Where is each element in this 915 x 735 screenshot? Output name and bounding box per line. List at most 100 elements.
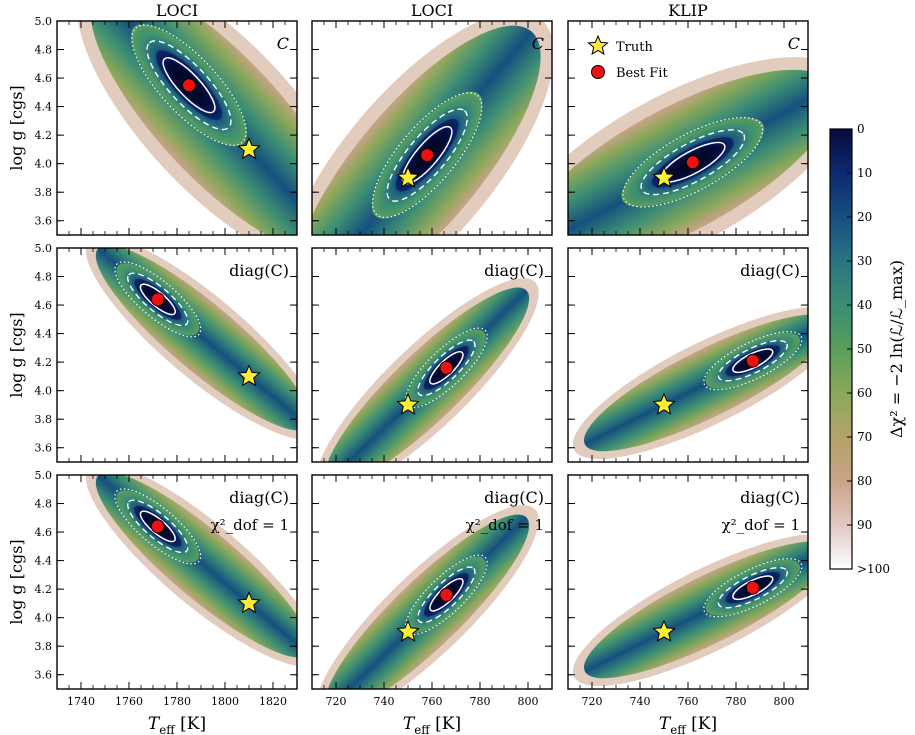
- panel-1-1: diag(C): [311, 247, 553, 463]
- x-tick-label: 760: [422, 695, 443, 708]
- contour-2sigma: [127, 272, 189, 327]
- x-axis: 1740 1760 1780 1800 1820: [56, 475, 298, 708]
- contour-3sigma: [131, 24, 247, 146]
- y-tick-label: 4.0: [35, 158, 53, 171]
- colorbar-tick-label: 70: [857, 430, 872, 444]
- y-axis: 3.6 3.8 4.0 4.2 4.4 4.6 4.8 5.0: [35, 469, 297, 682]
- colorbar-label: Δχ² = −2 ln(ℒ/ℒ_max): [887, 260, 906, 438]
- colorbar-tick-label: 40: [857, 298, 872, 312]
- y-tick-label: 4.2: [35, 356, 53, 369]
- truth-marker: [396, 619, 420, 642]
- legend-best-fit-label: Best Fit: [616, 66, 668, 81]
- x-axis: [56, 21, 298, 235]
- column-title: LOCI: [156, 1, 198, 20]
- legend-best-fit-dot: [591, 65, 605, 79]
- truth-marker: [237, 591, 261, 614]
- x-axis: [567, 21, 809, 235]
- x-axis: 720 740 760 780 800: [567, 475, 809, 708]
- x-tick-label: 720: [326, 695, 347, 708]
- contour-2sigma: [127, 499, 189, 554]
- colorbar-tick-label: 60: [857, 386, 872, 400]
- y-axis: 3.6 3.8 4.0 4.2 4.4 4.6 4.8 5.0: [35, 15, 297, 228]
- contour-2sigma: [417, 566, 476, 624]
- contour-3sigma: [703, 558, 803, 618]
- x-tick-label: 720: [582, 695, 603, 708]
- y-tick-label: 3.6: [35, 442, 53, 455]
- colorbar-tick-label: >100: [857, 562, 890, 576]
- truth-marker: [652, 619, 676, 642]
- y-tick-label: 4.8: [35, 44, 53, 57]
- y-tick-label: 4.8: [35, 271, 53, 284]
- panel-2-2: 720 740 760 780 800 Teff [K] diag(C) χ²_dof = 1: [567, 474, 809, 735]
- y-tick-label: 5.0: [35, 242, 53, 255]
- y-axis: [312, 20, 552, 222]
- y-tick-label: 4.0: [35, 385, 53, 398]
- x-axis: [56, 248, 298, 462]
- y-tick-label: 4.4: [35, 555, 53, 568]
- x-axis: [567, 248, 809, 462]
- panel-label: C: [277, 34, 289, 53]
- colorbar-tick-label: 0: [857, 122, 865, 136]
- y-tick-label: 4.4: [35, 101, 53, 114]
- panel-plot-area: [572, 306, 808, 459]
- legend-truth-star: [587, 34, 609, 56]
- column-title: KLIP: [668, 1, 708, 20]
- x-tick-label: 760: [678, 695, 699, 708]
- x-tick-label: 800: [774, 695, 795, 708]
- colorbar-tick-label: 10: [857, 166, 872, 180]
- band-fill: [95, 248, 297, 431]
- y-axis: [568, 20, 808, 222]
- x-tick-label: 780: [470, 695, 491, 708]
- panel-label-chi2: χ²_dof = 1: [722, 516, 800, 534]
- y-tick-label: 3.8: [35, 413, 53, 426]
- y-tick-label: 3.8: [35, 186, 53, 199]
- best-fit-marker: [150, 292, 165, 307]
- x-axis-label: Teff [K]: [659, 714, 717, 735]
- panel-label: C: [788, 34, 800, 53]
- band-fill: [95, 475, 297, 658]
- y-tick-label: 5.0: [35, 15, 53, 28]
- y-tick-label: 4.6: [35, 526, 53, 539]
- panel-plot-area: [568, 57, 808, 235]
- y-tick-label: 3.6: [35, 215, 53, 228]
- contour-3sigma: [114, 261, 202, 338]
- x-axis-label: Teff [K]: [403, 714, 461, 735]
- contour-2sigma: [146, 40, 232, 131]
- panel-label: diag(C): [740, 488, 800, 507]
- y-tick-label: 4.0: [35, 612, 53, 625]
- panels-layer: 3.6 3.8 4.0 4.2 4.4 4.6 4.8 5.0 log g [cgs] LOCI C…: [7, 1, 809, 735]
- truth-marker: [652, 165, 676, 188]
- colorbar-tick-label: 90: [857, 518, 872, 532]
- y-axis: [312, 474, 552, 676]
- y-tick-label: 4.2: [35, 583, 53, 596]
- y-axis-label: log g [cgs]: [7, 312, 26, 397]
- y-tick-label: 4.8: [35, 498, 53, 511]
- y-axis-label: log g [cgs]: [7, 539, 26, 624]
- contour-2sigma: [417, 339, 476, 397]
- colorbar-tick-label: 20: [857, 210, 872, 224]
- x-tick-label: 1800: [211, 695, 239, 708]
- legend: Truth Best Fit: [587, 34, 668, 81]
- contour-1sigma: [162, 57, 216, 114]
- y-axis: [312, 247, 552, 449]
- truth-marker: [396, 392, 420, 415]
- colorbar-tick-label: 50: [857, 342, 872, 356]
- y-tick-label: 3.6: [35, 669, 53, 682]
- panel-label: diag(C): [740, 261, 800, 280]
- contour-1sigma: [732, 575, 774, 601]
- x-tick-label: 740: [374, 695, 395, 708]
- best-fit-marker: [420, 148, 435, 163]
- y-axis: [568, 474, 808, 676]
- x-axis: 720 740 760 780 800: [311, 475, 553, 708]
- contour-1sigma: [732, 348, 774, 374]
- x-tick-label: 800: [518, 695, 539, 708]
- panel-label: C: [532, 34, 544, 53]
- column-title: LOCI: [411, 1, 453, 20]
- x-axis: [311, 21, 553, 235]
- x-tick-label: 1740: [67, 695, 95, 708]
- y-tick-label: 4.4: [35, 328, 53, 341]
- truth-marker: [396, 165, 420, 188]
- panel-label: diag(C): [229, 488, 289, 507]
- truth-marker: [652, 392, 676, 415]
- contour-3sigma: [114, 488, 202, 565]
